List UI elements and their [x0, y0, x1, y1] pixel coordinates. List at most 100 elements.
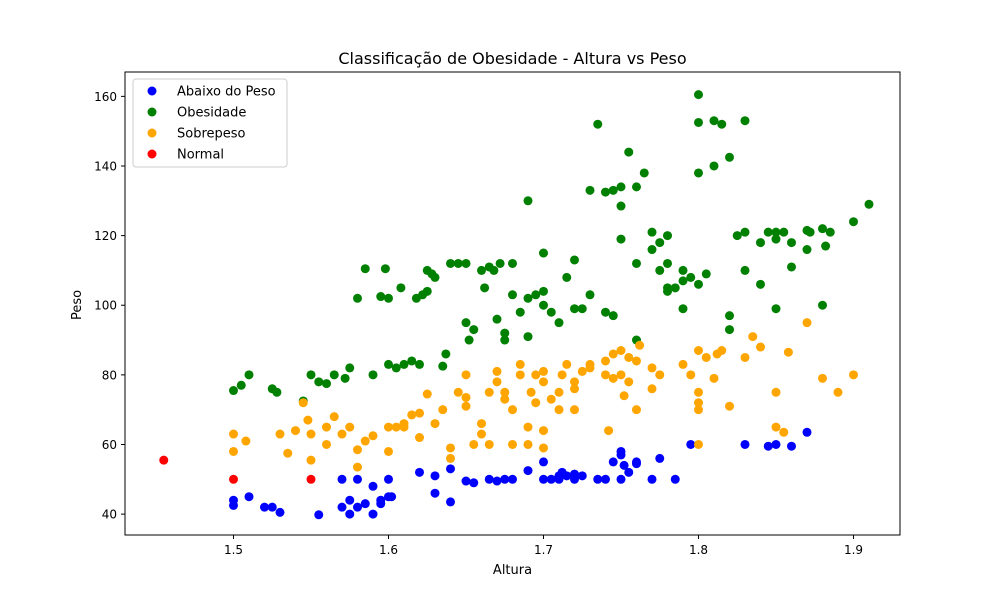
data-point — [771, 304, 781, 314]
data-point — [384, 422, 393, 432]
data-point — [608, 311, 618, 321]
data-point — [694, 405, 703, 415]
data-point — [306, 455, 316, 465]
data-point — [492, 377, 502, 387]
data-point — [562, 272, 572, 282]
data-point — [396, 283, 406, 293]
data-point — [632, 258, 641, 268]
data-point — [670, 283, 680, 293]
data-point — [604, 426, 614, 436]
data-point — [446, 497, 455, 507]
y-axis-label: Peso — [70, 290, 85, 320]
data-point — [647, 245, 657, 255]
data-point — [461, 370, 471, 380]
data-point — [360, 499, 370, 509]
data-point — [619, 391, 629, 401]
data-point — [477, 265, 486, 275]
data-point — [725, 401, 734, 411]
data-point — [546, 394, 556, 404]
data-point — [384, 446, 393, 456]
data-point — [763, 441, 773, 451]
legend-label: Abaixo do Peso — [177, 85, 276, 100]
data-point — [415, 467, 424, 477]
data-point — [694, 387, 703, 397]
data-point — [399, 422, 409, 432]
data-point — [480, 283, 490, 293]
data-point — [554, 405, 564, 415]
data-point — [353, 474, 362, 484]
data-point — [647, 474, 657, 484]
x-tick-label: 1.7 — [534, 543, 553, 557]
data-point — [384, 474, 393, 484]
data-point — [601, 187, 610, 197]
data-point — [655, 453, 665, 463]
data-point — [694, 345, 703, 355]
data-point — [709, 161, 719, 171]
data-point — [345, 495, 355, 505]
legend-label: Sobrepeso — [177, 127, 246, 142]
data-point — [740, 265, 750, 275]
data-point — [500, 328, 510, 338]
data-point — [570, 255, 579, 265]
data-point — [492, 314, 502, 324]
plot-frame — [124, 71, 901, 536]
data-point — [632, 182, 641, 192]
data-point — [430, 488, 440, 498]
data-point — [678, 276, 688, 286]
data-point — [701, 352, 711, 362]
data-point — [303, 415, 313, 425]
data-point — [740, 439, 750, 449]
data-point — [577, 471, 587, 481]
data-point — [725, 325, 734, 335]
data-point — [244, 492, 254, 502]
data-point — [461, 258, 471, 268]
data-point — [329, 412, 339, 422]
data-point — [709, 116, 719, 126]
data-point — [484, 387, 494, 397]
data-point — [322, 439, 331, 449]
data-point — [635, 340, 645, 350]
data-point — [802, 225, 812, 235]
data-point — [539, 377, 548, 387]
data-point — [441, 349, 451, 359]
data-point — [624, 467, 634, 477]
data-point — [678, 304, 688, 314]
data-point — [539, 300, 548, 310]
data-point — [391, 422, 401, 432]
legend-marker — [147, 128, 157, 138]
data-point — [275, 429, 285, 439]
y-axis: 40 60 80 100 120 140 160 — [94, 90, 125, 522]
plot-area — [124, 71, 901, 536]
data-point — [554, 474, 564, 484]
data-point — [275, 507, 285, 517]
data-point — [562, 359, 572, 369]
data-point — [825, 227, 835, 237]
data-point — [616, 201, 626, 211]
data-point — [446, 464, 455, 474]
data-point — [725, 311, 734, 321]
data-point — [570, 384, 579, 394]
data-point — [461, 476, 471, 486]
data-point — [523, 422, 533, 432]
data-point — [492, 366, 502, 376]
data-point — [608, 457, 618, 467]
data-point — [771, 234, 781, 244]
data-point — [438, 361, 448, 371]
data-point — [523, 466, 533, 476]
data-point — [616, 345, 626, 355]
data-point — [515, 370, 525, 380]
data-point — [314, 510, 324, 520]
data-point — [368, 481, 378, 491]
y-tick-label: 120 — [94, 229, 117, 243]
data-point — [539, 474, 548, 484]
data-point — [833, 387, 843, 397]
data-point — [508, 290, 517, 300]
data-point — [539, 457, 548, 467]
data-point — [616, 182, 626, 192]
data-point — [484, 439, 494, 449]
data-point — [585, 363, 595, 373]
data-point — [272, 387, 282, 397]
data-point — [647, 227, 657, 237]
data-point — [477, 419, 486, 429]
